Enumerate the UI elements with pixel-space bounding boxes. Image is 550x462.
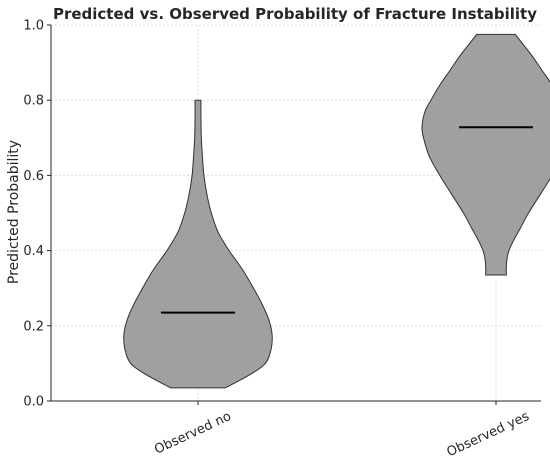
violin-observed-yes bbox=[421, 33, 550, 276]
y-axis-label: Predicted Probability bbox=[6, 140, 22, 284]
y-tick-label: 0.0 bbox=[23, 395, 44, 410]
y-tick-label: 0.4 bbox=[23, 244, 44, 259]
y-tick-label: 0.8 bbox=[23, 94, 44, 109]
y-tick-label: 0.2 bbox=[23, 319, 44, 334]
chart-title: Predicted vs. Observed Probability of Fr… bbox=[53, 5, 537, 23]
y-tick-label: 1.0 bbox=[23, 19, 44, 34]
violin-observed-no bbox=[123, 99, 273, 389]
violins bbox=[123, 33, 550, 389]
x-category-label: Observed yes bbox=[445, 409, 532, 460]
y-tick-label: 0.6 bbox=[23, 169, 44, 184]
x-category-label: Observed no bbox=[152, 409, 233, 458]
